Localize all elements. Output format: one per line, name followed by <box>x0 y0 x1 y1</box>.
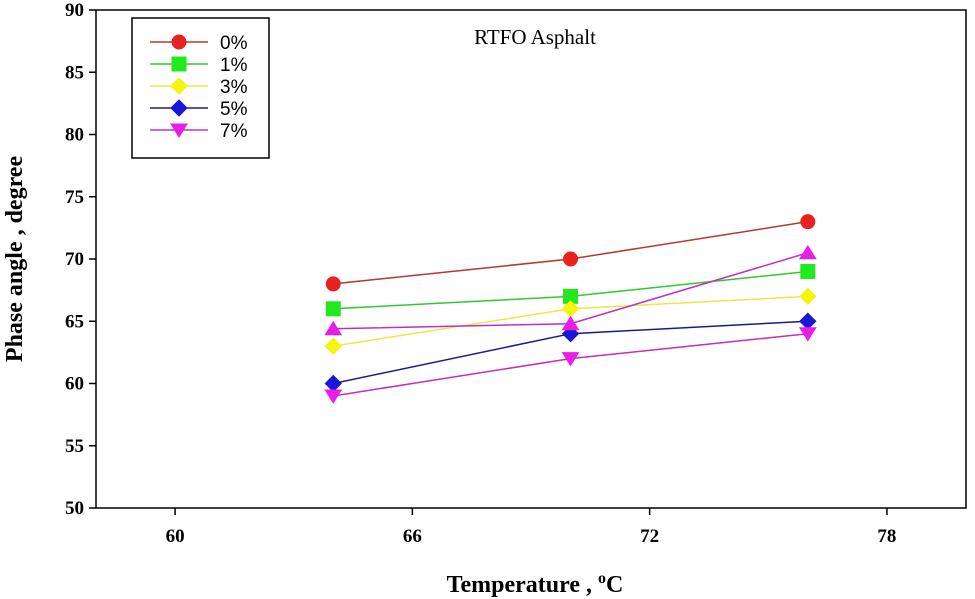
x-axis-title-unit: C <box>606 572 623 598</box>
axes: 50 55 60 65 70 75 80 85 90 60 66 72 78 <box>65 0 896 547</box>
x-axis-title: Temperature , oC <box>447 570 624 598</box>
data-point <box>798 327 817 342</box>
x-axis-title-text: Temperature , <box>447 572 598 598</box>
legend-marker <box>171 34 187 50</box>
data-point <box>799 312 817 330</box>
y-tick-label: 65 <box>65 311 84 332</box>
series-markers <box>324 214 817 404</box>
data-point <box>324 374 342 393</box>
data-point <box>799 287 817 306</box>
legend-marker <box>170 77 188 95</box>
data-point <box>800 214 816 230</box>
y-tick-label: 90 <box>65 0 84 21</box>
x-axis-title-degree: o <box>598 570 606 587</box>
data-point <box>563 251 579 267</box>
legend-box <box>131 17 270 159</box>
y-tick-label: 70 <box>65 249 84 270</box>
data-point <box>324 320 343 336</box>
data-point <box>324 337 342 355</box>
legend-label: 5% <box>220 99 248 120</box>
data-point <box>325 301 341 317</box>
legend-marker <box>170 123 188 138</box>
data-point <box>325 276 341 292</box>
legend: 0%1%3%5%7% <box>131 17 270 159</box>
data-point <box>798 244 817 260</box>
y-tick-label: 85 <box>65 62 84 83</box>
legend-marker <box>170 99 188 117</box>
data-point <box>561 315 580 331</box>
data-point <box>324 389 343 404</box>
legend-label: 0% <box>220 33 248 54</box>
y-tick-label: 75 <box>65 187 84 208</box>
x-tick-label: 72 <box>640 526 659 547</box>
data-point <box>561 352 580 367</box>
y-tick-label: 60 <box>65 374 84 395</box>
legend-label: 1% <box>220 55 248 76</box>
y-tick-label: 80 <box>65 125 84 146</box>
x-tick-label: 66 <box>403 526 422 547</box>
x-tick-label: 60 <box>166 526 185 547</box>
legend-marker <box>171 56 187 72</box>
x-tick-label: 78 <box>877 526 896 547</box>
y-tick-label: 50 <box>65 498 84 519</box>
legend-label: 7% <box>220 121 248 142</box>
chart-title: RTFO Asphalt <box>474 25 596 49</box>
y-tick-label: 55 <box>65 436 84 457</box>
data-point <box>800 263 816 279</box>
y-axis-title: Phase angle , degree <box>2 156 28 363</box>
legend-label: 3% <box>220 77 248 98</box>
